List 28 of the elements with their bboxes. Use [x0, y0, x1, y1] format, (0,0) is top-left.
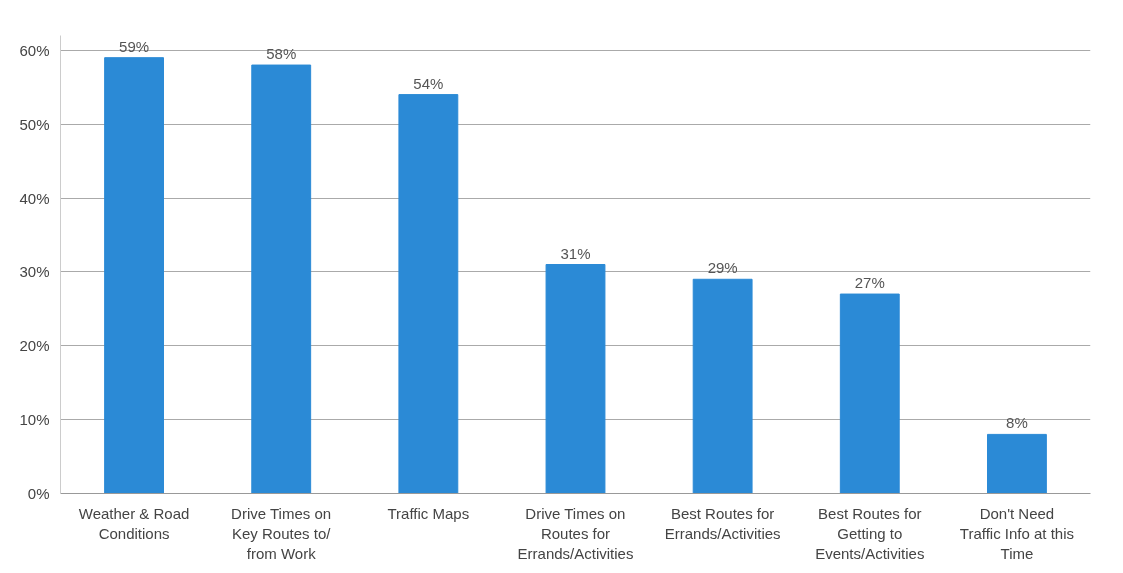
bar: [839, 293, 900, 494]
y-tick-label: 50%: [19, 115, 50, 133]
y-tick-label: 30%: [19, 263, 50, 281]
y-tick-label: 60%: [19, 41, 50, 59]
data-label: 27%: [854, 274, 885, 292]
data-label: 29%: [707, 259, 738, 277]
bar: [545, 264, 606, 494]
data-label: 59%: [119, 37, 150, 55]
bar: [987, 433, 1047, 494]
y-tick-label: 20%: [19, 337, 50, 355]
y-tick-label: 40%: [19, 189, 50, 207]
bar: [398, 94, 459, 494]
bar: [251, 64, 312, 494]
x-tick-label: Don't Need Traffic Info at this Time: [959, 504, 1075, 563]
x-tick-label: Best Routes for Getting to Events/Activities: [815, 504, 925, 563]
data-label: 54%: [413, 74, 444, 92]
x-tick-label: Drive Times on Key Routes to/ from Work: [231, 504, 332, 563]
x-tick-label: Traffic Maps: [387, 504, 470, 522]
bar: [692, 278, 753, 494]
data-label: 8%: [1006, 414, 1028, 432]
x-tick-label: Best Routes for Errands/Activities: [664, 504, 781, 542]
x-tick-label: Weather & Road Conditions: [78, 504, 190, 542]
data-label: 58%: [266, 45, 297, 63]
y-tick-label: 0%: [27, 485, 50, 502]
bar: [104, 57, 164, 494]
y-tick-label: 10%: [19, 411, 50, 429]
x-tick-label: Drive Times on Routes for Errands/Activities: [517, 504, 634, 563]
data-label: 31%: [560, 244, 591, 262]
